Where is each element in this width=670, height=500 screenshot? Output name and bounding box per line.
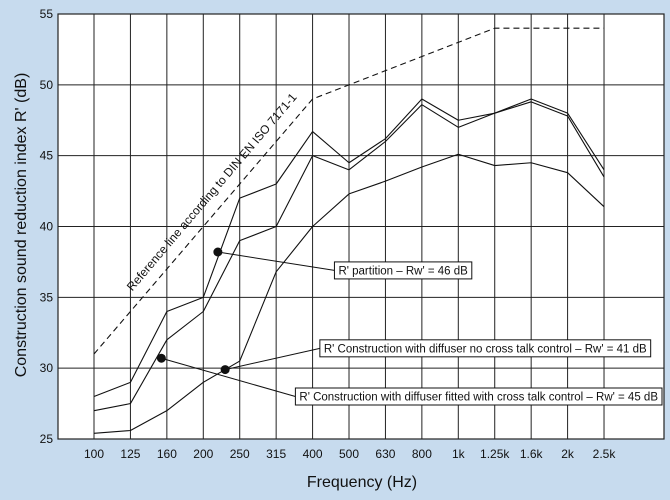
y-tick-label: 25	[40, 432, 54, 446]
x-tick-label: 1k	[452, 447, 466, 461]
series-line-3	[93, 153, 605, 434]
x-tick-label: 1.25k	[480, 447, 510, 461]
series-line-2	[93, 101, 605, 412]
x-tick-label: 800	[412, 447, 432, 461]
y-tick-label: 45	[40, 149, 54, 163]
y-tick-label: 55	[40, 7, 54, 21]
x-tick-label: 500	[339, 447, 359, 461]
annotation-dot-3	[156, 353, 166, 363]
x-tick-label: 400	[303, 447, 323, 461]
plot-frame	[57, 13, 665, 440]
series-layer	[93, 27, 605, 434]
annotation-label-2: R' Construction with diffuser no cross t…	[324, 343, 647, 355]
series-line-0	[93, 27, 605, 355]
y-axis-label: Construction sound reduction index R' (d…	[13, 73, 30, 378]
annotation-box-3	[294, 387, 663, 406]
x-tick-label: 630	[375, 447, 395, 461]
x-tick-label: 315	[266, 447, 286, 461]
series-line-1	[93, 98, 605, 398]
annotation-dot-1	[213, 247, 223, 257]
y-tick-label: 35	[40, 290, 54, 304]
annotation-label-1: R' partition – Rw' = 46 dB	[338, 265, 468, 277]
tick-layer: 25 30 35 40 45 50 55 100 125 160 200 250 315 400 500 63…	[40, 7, 617, 461]
annotation-label-3: R' Construction with diffuser fitted wit…	[299, 392, 658, 404]
y-tick-label: 40	[40, 220, 54, 234]
x-tick-label: 100	[84, 447, 104, 461]
annotation-leader-3	[161, 357, 296, 397]
annotation-box-2	[319, 339, 652, 358]
x-axis-label: Frequency (Hz)	[307, 474, 417, 491]
x-tick-label: 2k	[561, 447, 575, 461]
grid-layer	[57, 13, 665, 440]
x-tick-label: 125	[120, 447, 140, 461]
x-tick-label: 200	[193, 447, 213, 461]
x-tick-label: 2.5k	[593, 447, 617, 461]
y-tick-label: 50	[40, 78, 54, 92]
annotation-leader-1	[217, 251, 335, 271]
x-tick-label: 1.6k	[520, 447, 544, 461]
annotation-box-1	[333, 261, 473, 280]
annotation-dot-2	[220, 365, 230, 375]
y-tick-label: 30	[40, 361, 54, 375]
x-tick-label: 250	[230, 447, 250, 461]
annotation-leader-2	[225, 347, 320, 371]
x-tick-label: 160	[157, 447, 177, 461]
